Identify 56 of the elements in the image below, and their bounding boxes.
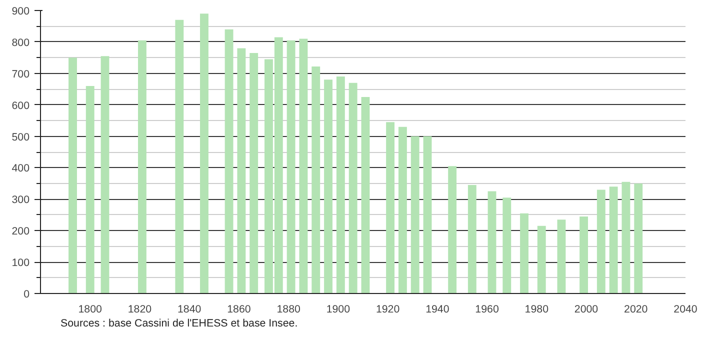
x-tick-label: 1940 — [426, 304, 450, 316]
bar — [348, 82, 358, 294]
bar — [324, 80, 332, 294]
y-tick-label: 900 — [12, 6, 30, 18]
x-tick-label: 2000 — [574, 304, 598, 316]
source-note: Sources : base Cassini de l'EHESS et base Insee. — [60, 318, 298, 330]
bar — [596, 190, 606, 294]
bar — [622, 182, 630, 294]
bar — [468, 185, 476, 294]
bar — [634, 183, 643, 294]
bar — [336, 76, 345, 294]
bar — [175, 20, 184, 294]
bar — [299, 38, 308, 294]
x-tick-label: 1880 — [276, 304, 301, 316]
bar — [224, 29, 234, 294]
bar — [100, 56, 110, 294]
y-tick-label: 700 — [12, 68, 30, 80]
bar — [286, 40, 296, 294]
bar — [580, 216, 588, 294]
x-tick-label: 1920 — [376, 304, 400, 316]
x-tick-label: 1840 — [177, 304, 202, 316]
y-tick-label: 600 — [12, 100, 30, 112]
bar — [609, 186, 618, 294]
bar — [448, 166, 457, 294]
bar — [488, 191, 496, 294]
x-tick-label: 1860 — [227, 304, 251, 316]
x-tick-label: 2020 — [624, 304, 648, 316]
bar — [86, 86, 94, 294]
bar — [312, 66, 320, 294]
bar — [423, 136, 432, 294]
bar — [200, 14, 208, 294]
bar — [386, 122, 395, 294]
y-tick-label: 300 — [12, 194, 30, 206]
bar — [398, 126, 407, 294]
x-tick-label: 1980 — [524, 304, 549, 316]
bar — [237, 48, 246, 294]
bar — [361, 96, 370, 294]
bar — [138, 40, 146, 294]
y-tick-label: 200 — [12, 226, 30, 238]
y-tick-label: 400 — [12, 162, 30, 175]
bar — [410, 136, 420, 294]
x-tick-label: 1800 — [78, 304, 102, 316]
bar — [250, 52, 258, 294]
y-tick-label: 0 — [24, 288, 30, 300]
x-tick-label: 1820 — [128, 304, 152, 316]
bar — [537, 226, 546, 294]
y-tick-label: 500 — [12, 131, 30, 144]
x-tick-label: 1900 — [326, 304, 350, 316]
x-tick-label: 2040 — [674, 304, 698, 316]
bar — [502, 198, 512, 294]
bar — [520, 213, 528, 294]
y-tick-label: 100 — [12, 257, 30, 270]
bar — [557, 220, 566, 294]
bar — [68, 58, 77, 294]
y-tick-label: 800 — [12, 36, 30, 49]
x-tick-label: 1960 — [475, 304, 499, 316]
